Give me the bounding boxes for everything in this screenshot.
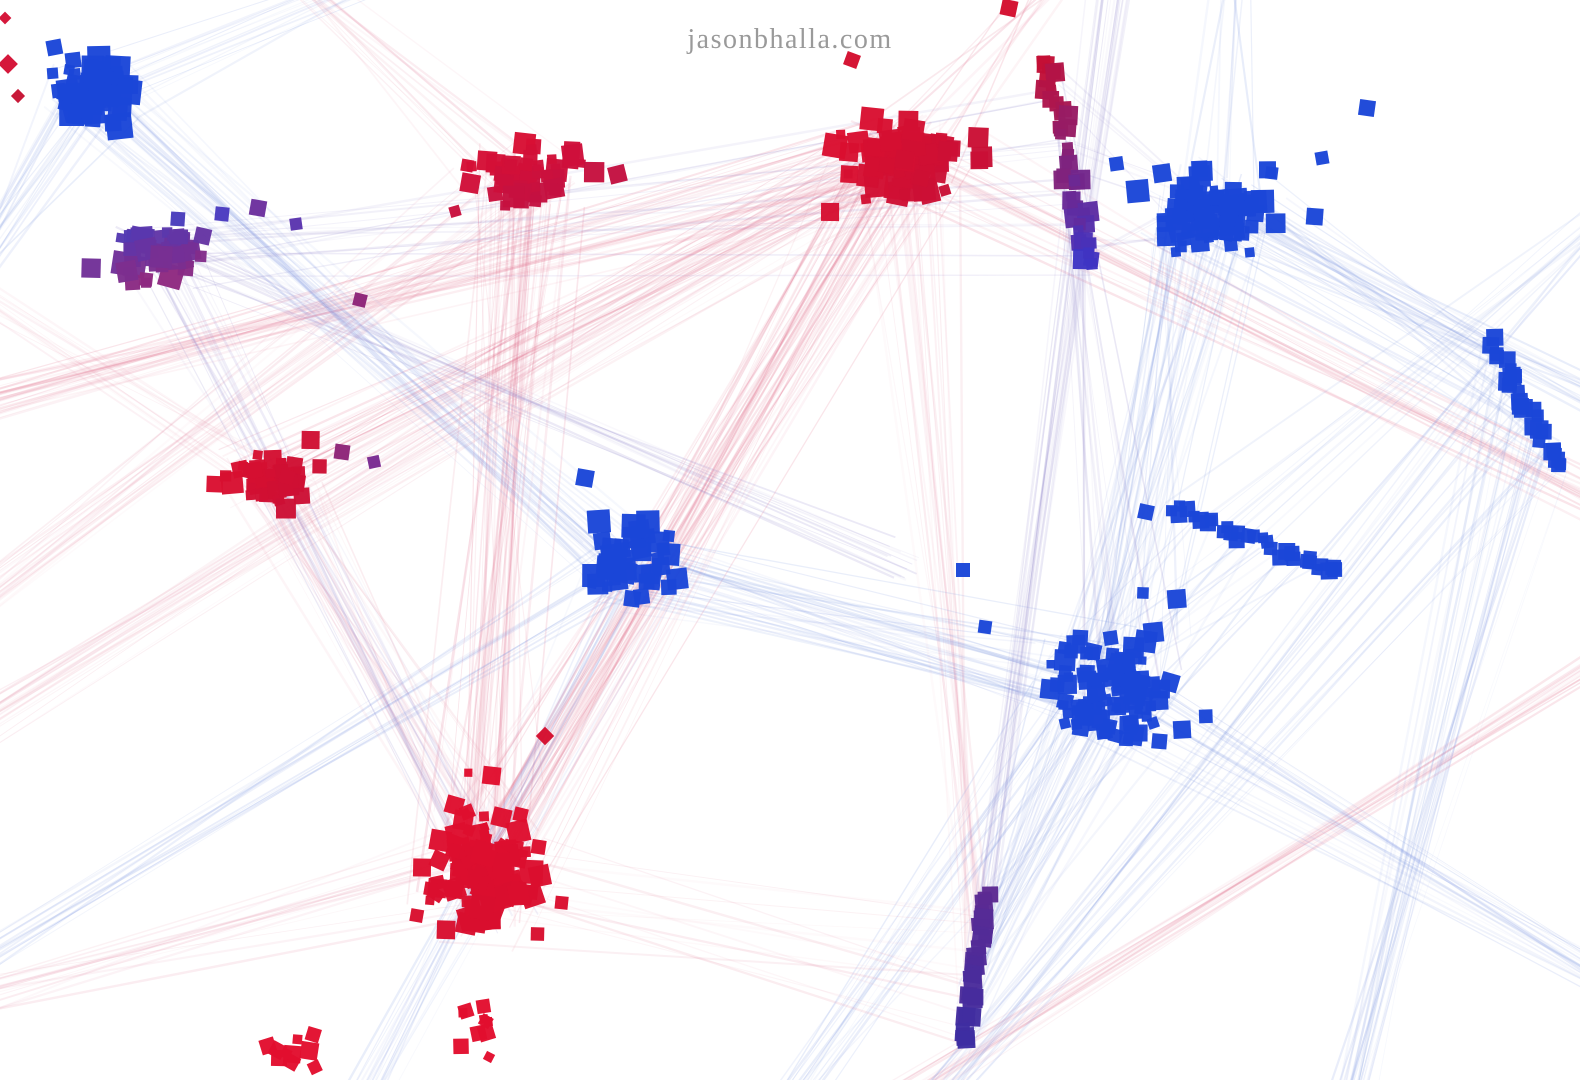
watermark-text: jasonbhalla.com	[687, 24, 893, 55]
